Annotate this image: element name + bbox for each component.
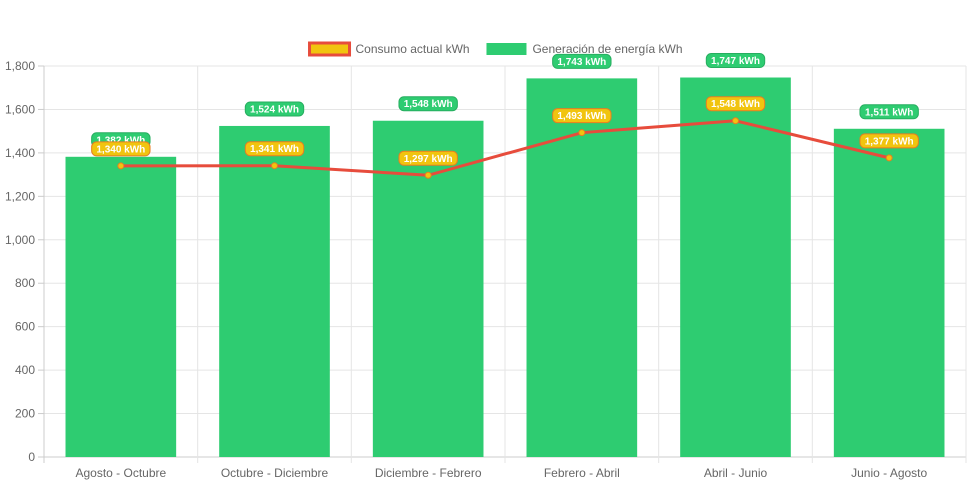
line-point-consumo[interactable]: [578, 129, 586, 137]
data-label-generacion-bg: [705, 53, 766, 69]
data-label-generacion: 1,524 kWh: [250, 104, 299, 115]
x-tick-label: Junio - Agosto: [851, 466, 927, 480]
y-tick-label: 1,000: [5, 233, 35, 247]
line-path-consumo: [120, 119, 890, 177]
bar-generacion[interactable]: [372, 120, 484, 458]
line-point-consumo[interactable]: [271, 162, 278, 170]
data-label-consumo-bg: [705, 96, 766, 112]
data-label-consumo-bg: [859, 133, 919, 149]
y-tick-label: 1,400: [5, 146, 35, 160]
data-label-consumo: 1,548 kWh: [711, 99, 760, 110]
line-consumo: [117, 117, 893, 179]
x-tick-label: Octubre - Diciembre: [221, 466, 329, 480]
data-labels: 1,382 kWh 1,524 kWh 1,548 kWh 1,743 kWh 1,74…: [91, 53, 919, 166]
bars-generacion: [65, 77, 945, 458]
line-point-consumo[interactable]: [424, 171, 432, 179]
y-tick-label: 400: [15, 363, 35, 377]
x-axis: Agosto - Octubre Octubre - Diciembre Dicie…: [75, 466, 927, 480]
y-tick-label: 600: [15, 320, 35, 334]
y-tick-label: 1,200: [5, 189, 35, 203]
x-tick-label: Abril - Junio: [704, 466, 768, 480]
data-label-consumo: 1,493 kWh: [557, 111, 606, 122]
y-tick-label: 1,600: [5, 102, 35, 116]
data-label-consumo-bg: [91, 141, 151, 157]
data-label-generacion-bg: [552, 53, 612, 69]
x-tick-label: Diciembre - Febrero: [375, 466, 482, 480]
data-label-generacion-bg: [859, 104, 919, 120]
line-point-consumo[interactable]: [885, 154, 893, 162]
data-label-generacion: 1,548 kWh: [404, 99, 453, 110]
bar-generacion[interactable]: [833, 128, 945, 457]
bar-generacion[interactable]: [219, 125, 330, 457]
y-tick-label: 1,800: [5, 59, 35, 73]
bar-generacion[interactable]: [65, 156, 177, 457]
legend-swatch-consumo[interactable]: [308, 41, 352, 57]
data-label-generacion: 1,382 kWh: [96, 135, 145, 146]
data-label-consumo: 1,341 kWh: [250, 144, 299, 155]
x-tick-label: Agosto - Octubre: [75, 466, 166, 480]
legend-swatch-generacion[interactable]: [486, 43, 527, 55]
data-label-consumo-bg: [244, 141, 305, 157]
y-tick-label: 200: [15, 407, 35, 421]
data-label-generacion-bg: [244, 101, 305, 117]
data-label-consumo: 1,377 kWh: [865, 136, 914, 147]
data-label-consumo: 1,340 kWh: [96, 144, 145, 155]
data-label-generacion: 1,747 kWh: [711, 56, 760, 67]
data-label-consumo-bg: [552, 108, 612, 124]
gridlines: [43, 65, 967, 463]
line-point-consumo[interactable]: [732, 117, 739, 125]
bar-generacion[interactable]: [680, 77, 791, 457]
y-axis: 0 200 400 600 800 1,000 1,200 1,400 1,600 1,800: [5, 59, 44, 464]
legend-label-consumo[interactable]: Consumo actual kWh: [356, 42, 470, 56]
data-label-generacion-bg: [398, 96, 458, 112]
legend-label-generacion[interactable]: Generación de energía kWh: [532, 42, 682, 56]
legend: Consumo actual kWh Generación de energía…: [308, 41, 683, 57]
data-label-consumo: 1,297 kWh: [404, 154, 453, 165]
y-tick-label: 800: [15, 276, 35, 290]
y-tick-label: 0: [28, 450, 35, 464]
line-point-consumo[interactable]: [117, 162, 125, 170]
data-label-consumo-bg: [398, 150, 458, 166]
x-tick-label: Febrero - Abril: [544, 466, 620, 480]
data-label-generacion: 1,743 kWh: [557, 57, 606, 68]
data-label-generacion: 1,511 kWh: [865, 107, 913, 118]
